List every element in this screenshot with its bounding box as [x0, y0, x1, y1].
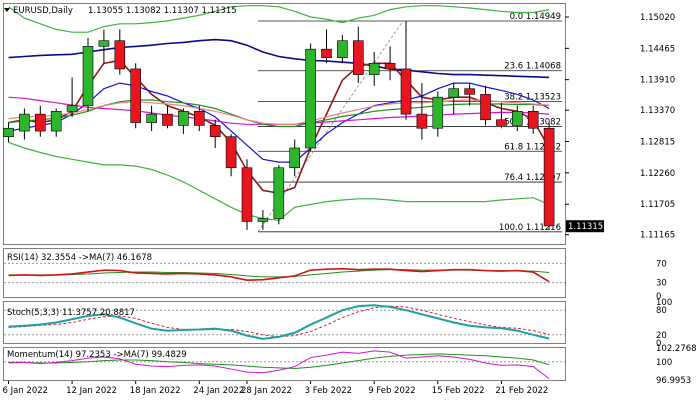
- stoch-level-label: 100: [656, 298, 672, 308]
- current-price-marker: [566, 220, 604, 233]
- time-tick-label: 15 Feb 2022: [432, 386, 485, 396]
- candle-body: [511, 110, 523, 126]
- candle-body: [50, 110, 62, 132]
- candle-body: [34, 113, 46, 132]
- momentum-scale-label: 102.2768: [656, 344, 697, 354]
- rsi-level-label: 30: [656, 279, 667, 289]
- rsi-panel: [3, 248, 566, 298]
- overlay-line: [8, 82, 550, 163]
- momentum-panel: [3, 347, 566, 381]
- stoch-level-label: 80: [656, 306, 667, 316]
- candle-body: [273, 167, 285, 219]
- fib-level-label: 23.6 1.14068: [504, 62, 561, 72]
- rsi-level-label: 70: [656, 259, 667, 269]
- time-tick-label: 24 Jan 2022: [193, 386, 244, 396]
- candle-body: [416, 113, 428, 129]
- ohlc-values: 1.13055 1.13082 1.11307 1.11315: [88, 6, 237, 16]
- candle-body: [225, 136, 237, 169]
- price-tick-label: 1.13910: [640, 76, 675, 86]
- stochastic-panel: [3, 301, 566, 344]
- candlesticks: [3, 20, 555, 230]
- overlay-line: [8, 99, 550, 125]
- momentum-scale-label: 100: [656, 358, 672, 368]
- momentum-header: Momentum(14) 97.2353 ->MA(7) 99.4829: [7, 350, 187, 360]
- candle-body: [464, 88, 475, 95]
- candle-body: [130, 68, 141, 123]
- stoch-level-label: 0: [656, 339, 661, 349]
- candle-body: [289, 147, 301, 169]
- candle-body: [209, 125, 221, 138]
- candle-body: [194, 110, 205, 126]
- candle-body: [432, 96, 444, 129]
- candle-body: [400, 68, 412, 115]
- candle-body: [257, 218, 269, 222]
- candle-body: [19, 113, 30, 132]
- price-tick-label: 1.11165: [640, 231, 675, 241]
- overlay-line: [8, 38, 550, 79]
- candle-body: [114, 40, 126, 70]
- stochastic-header: Stoch(5,3,3) 11.3757 20.8817: [7, 308, 135, 318]
- price-axis: 1.15020 1.14465 1.13910 1.13370 1.12815 1.122…: [565, 13, 675, 241]
- candle-body: [368, 62, 380, 75]
- candle-body: [66, 105, 78, 112]
- candle-body: [98, 40, 110, 47]
- candle-body: [321, 48, 332, 58]
- candle-body: [337, 40, 348, 58]
- overlay-line: [8, 5, 550, 33]
- candle-body: [241, 167, 253, 222]
- time-tick-label: 3 Feb 2022: [305, 386, 353, 396]
- candle-body: [543, 127, 555, 227]
- rsi-line: [8, 267, 550, 283]
- current-price-label: 1.11315: [568, 222, 603, 232]
- symbol-header: EURUSD,Daily 1.13055 1.13082 1.11307 1.1…: [4, 6, 237, 16]
- time-tick-label: 21 Feb 2022: [495, 386, 548, 396]
- candle-body: [305, 48, 316, 149]
- candle-body: [178, 110, 189, 126]
- fib-level-label: 61.8 1.12642: [504, 142, 561, 152]
- candle-body: [448, 88, 460, 98]
- time-tick-label: 12 Jan 2022: [66, 386, 117, 396]
- time-axis: 6 Jan 2022 12 Jan 2022 18 Jan 2022 24 Jan 2…: [3, 381, 548, 396]
- fib-level-label: 76.4 1.12097: [504, 173, 561, 183]
- price-tick-label: 1.15020: [640, 13, 675, 23]
- momentum-line: [8, 350, 550, 380]
- time-tick-label: 18 Jan 2022: [130, 386, 181, 396]
- stoch-level-label: 20: [656, 331, 667, 341]
- stoch-main-line: [8, 304, 550, 340]
- price-tick-label: 1.12260: [640, 169, 675, 179]
- candle-body: [146, 113, 157, 123]
- candle-body: [82, 46, 94, 106]
- collapse-triangle-icon[interactable]: [4, 8, 10, 12]
- price-tick-label: 1.12815: [640, 138, 675, 148]
- rsi-header: RSI(14) 32.3554 ->MA(7) 46.1678: [7, 253, 152, 263]
- rsi-level-label: 0: [656, 292, 661, 302]
- time-tick-label: 6 Jan 2022: [3, 386, 49, 396]
- time-tick-label: 9 Feb 2022: [368, 386, 416, 396]
- stoch-signal-line: [8, 305, 550, 338]
- momentum-scale-label: 96.9953: [656, 376, 691, 386]
- instrument-label: EURUSD,Daily: [13, 6, 73, 16]
- candle-body: [496, 119, 507, 126]
- fib-level-label: 100.0 1.11216: [499, 223, 561, 233]
- price-tick-label: 1.13370: [640, 106, 675, 116]
- price-tick-label: 1.11705: [640, 200, 675, 210]
- candle-body: [480, 94, 491, 121]
- rsi-indicator: 70 30 0: [4, 259, 667, 302]
- candle-body: [527, 110, 539, 129]
- main-price-panel: [3, 3, 566, 245]
- time-tick-label: 28 Jan 2022: [241, 386, 292, 396]
- fib-level-label: 0.0 1.14949: [510, 12, 561, 22]
- candle-body: [384, 62, 396, 70]
- candle-body: [3, 127, 14, 138]
- fib-level-label: 38.2 1.13523: [504, 93, 561, 103]
- candle-body: [162, 113, 173, 126]
- candle-body: [352, 40, 364, 75]
- momentum-indicator: 102.2768 100 96.9953: [4, 344, 697, 386]
- momentum-ma-line: [8, 353, 550, 369]
- price-tick-label: 1.14465: [640, 44, 675, 54]
